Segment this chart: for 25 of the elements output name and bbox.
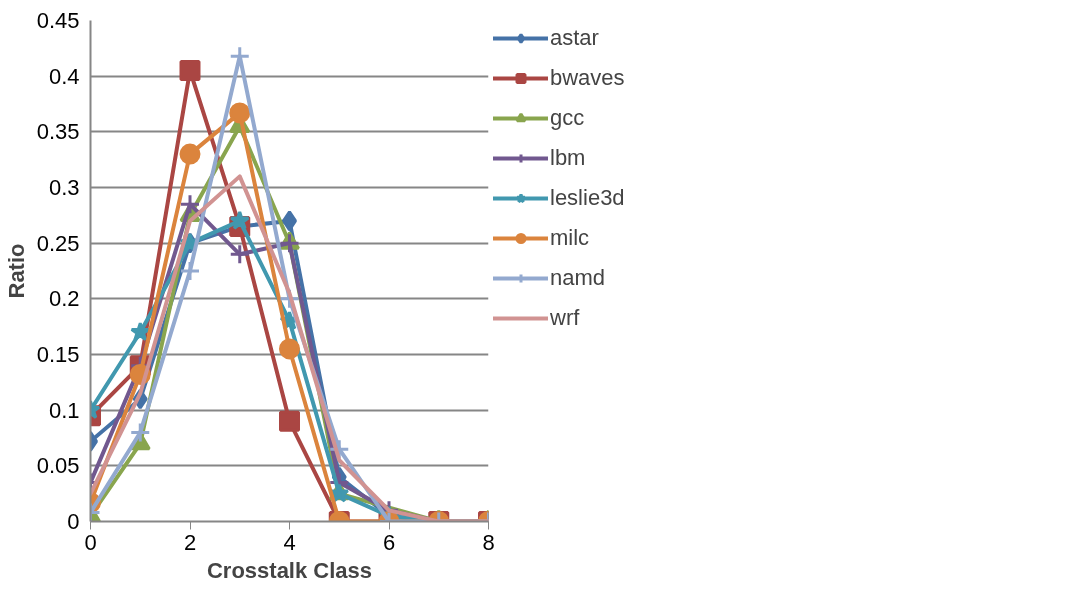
x-axis-title: Crosstalk Class xyxy=(206,557,373,583)
legend-label: lbm xyxy=(550,145,586,171)
legend-label: namd xyxy=(550,265,606,291)
legend-label: leslie3d xyxy=(550,185,625,211)
x-tick-label: 4 xyxy=(283,529,296,555)
x-tick-label: 8 xyxy=(482,529,495,555)
y-tick-label: 0.45 xyxy=(36,8,80,33)
x-tick-label: 6 xyxy=(382,529,396,555)
y-tick-label: 0.35 xyxy=(36,119,80,145)
y-tick-label: 0.05 xyxy=(36,453,80,479)
y-tick-label: 0.1 xyxy=(48,397,80,423)
legend-label: gcc xyxy=(550,105,585,131)
x-tick-label: 2 xyxy=(183,529,197,555)
legend-label: astar xyxy=(550,25,599,51)
y-tick-label: 0.15 xyxy=(36,342,80,367)
legend-label: wrf xyxy=(550,305,580,331)
legend-label: milc xyxy=(550,225,590,251)
y-tick-label: 0.3 xyxy=(48,175,80,200)
y-tick-label: 0 xyxy=(67,509,80,534)
y-tick-label: 0.2 xyxy=(48,286,80,312)
legend-label: bwaves xyxy=(550,65,625,91)
y-tick-label: 0.4 xyxy=(48,63,80,89)
y-tick-label: 0.25 xyxy=(36,230,80,256)
x-tick-label: 0 xyxy=(84,529,97,555)
y-axis-title: Ratio xyxy=(3,243,29,299)
